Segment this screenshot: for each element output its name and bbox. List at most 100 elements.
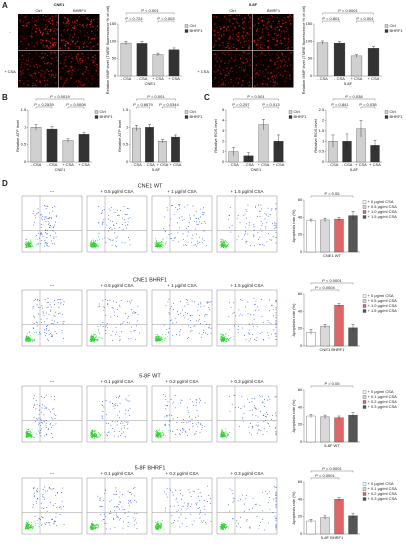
flow-event (166, 241, 168, 243)
fluorescence-spot (283, 22, 285, 24)
fluorescence-spot (284, 63, 286, 66)
flow-event (275, 326, 277, 328)
flow-event (127, 224, 129, 226)
y-tick-label: 1 (24, 124, 27, 129)
flow-event (101, 416, 103, 418)
fluorescence-spot (66, 22, 68, 24)
fluorescence-spot (26, 59, 28, 61)
fluorescence-spot (244, 68, 247, 71)
flow-event (157, 243, 159, 245)
flow-event (196, 410, 198, 411)
fluorescence-spot (20, 65, 22, 66)
fluorescence-spot (249, 30, 251, 32)
flow-event (161, 433, 163, 435)
fluorescence-spot (271, 36, 273, 38)
flow-event (122, 422, 124, 424)
flow-event (248, 426, 250, 428)
flow-event (49, 304, 51, 306)
flow-event (34, 316, 36, 318)
flow-event (187, 242, 189, 244)
flow-event (238, 523, 239, 525)
fluorescence-spot (265, 39, 267, 40)
legend-swatch (384, 24, 389, 28)
y-tick-label: 20 (298, 232, 303, 237)
fluorescence-spot (23, 25, 26, 27)
flow-event (177, 204, 179, 206)
flow-event (123, 431, 125, 433)
flow-event (111, 340, 113, 341)
fluorescence-spot (27, 22, 30, 24)
flow-event (54, 521, 56, 523)
flow-event (203, 508, 205, 510)
flow-event (192, 425, 194, 427)
flow-event (124, 214, 126, 215)
flow-event (44, 331, 46, 333)
flow-event (197, 243, 199, 245)
fluorescence-spot (78, 47, 81, 50)
flow-event (60, 508, 62, 510)
p-value: P = 0.001 (356, 16, 374, 21)
fluorescence-spot (79, 23, 81, 26)
flow-event (195, 399, 197, 401)
flow-event (202, 207, 204, 209)
flow-event (118, 496, 120, 498)
flow-event (206, 314, 208, 316)
flow-event (93, 245, 95, 247)
flow-event (117, 397, 119, 399)
y-tick-label: 0 (126, 159, 129, 164)
flow-event (103, 309, 105, 311)
flow-event (156, 527, 158, 529)
flow-event (168, 414, 170, 416)
flow-event (231, 490, 233, 492)
flow-event (240, 407, 242, 409)
fluorescence-spot (33, 65, 36, 68)
flow-event (251, 507, 253, 509)
fluorescence-spot (273, 38, 275, 41)
flow-event (246, 223, 247, 225)
fluorescence-spot (254, 74, 255, 76)
flow-event (47, 221, 49, 223)
flow-event (202, 238, 204, 240)
flow-event (36, 213, 37, 215)
flow-event (199, 423, 201, 425)
y-axis-label: Apoptosis rate (%) (291, 399, 296, 433)
fluorescence-spot (43, 46, 46, 48)
x-tick-label: + CSA (351, 76, 363, 81)
x-tick-label: + CSA (368, 76, 380, 81)
flow-event (171, 205, 173, 206)
legend-label: Ctrl (100, 109, 106, 114)
flow-event (174, 317, 176, 319)
fluorescence-spot (244, 44, 246, 46)
y-tick-label: 60 (298, 291, 303, 296)
fluorescence-spot (76, 53, 79, 56)
significance-bracket (322, 20, 340, 23)
flow-event (241, 494, 243, 496)
flow-event (63, 337, 65, 339)
flow-event (98, 329, 99, 330)
fluorescence-spot (288, 46, 290, 48)
flow-event (220, 436, 222, 438)
flow-event (41, 516, 43, 518)
fluorescence-spot (249, 59, 252, 61)
flow-event (28, 434, 30, 436)
flow-event (168, 312, 170, 314)
flow-event (181, 523, 183, 524)
image-group-title: CNE1 (54, 2, 65, 7)
flow-event (273, 227, 275, 229)
flow-event (256, 337, 258, 338)
flow-event (189, 398, 191, 400)
flow-event (129, 505, 130, 507)
fluorescence-spot (265, 83, 267, 85)
flow-event (179, 433, 180, 435)
flow-event (254, 405, 256, 407)
flow-event (55, 415, 57, 416)
flow-event (244, 233, 246, 235)
legend-label: + 0 μg/ml CSA (368, 481, 394, 486)
flow-event (97, 337, 99, 339)
flow-event (189, 416, 190, 418)
flow-event (233, 302, 235, 304)
flow-event (114, 404, 116, 406)
y-tick-label: 5 (222, 107, 225, 112)
fluorescence-spot (258, 70, 260, 72)
y-axis-label: Relative ROS level (313, 119, 318, 153)
